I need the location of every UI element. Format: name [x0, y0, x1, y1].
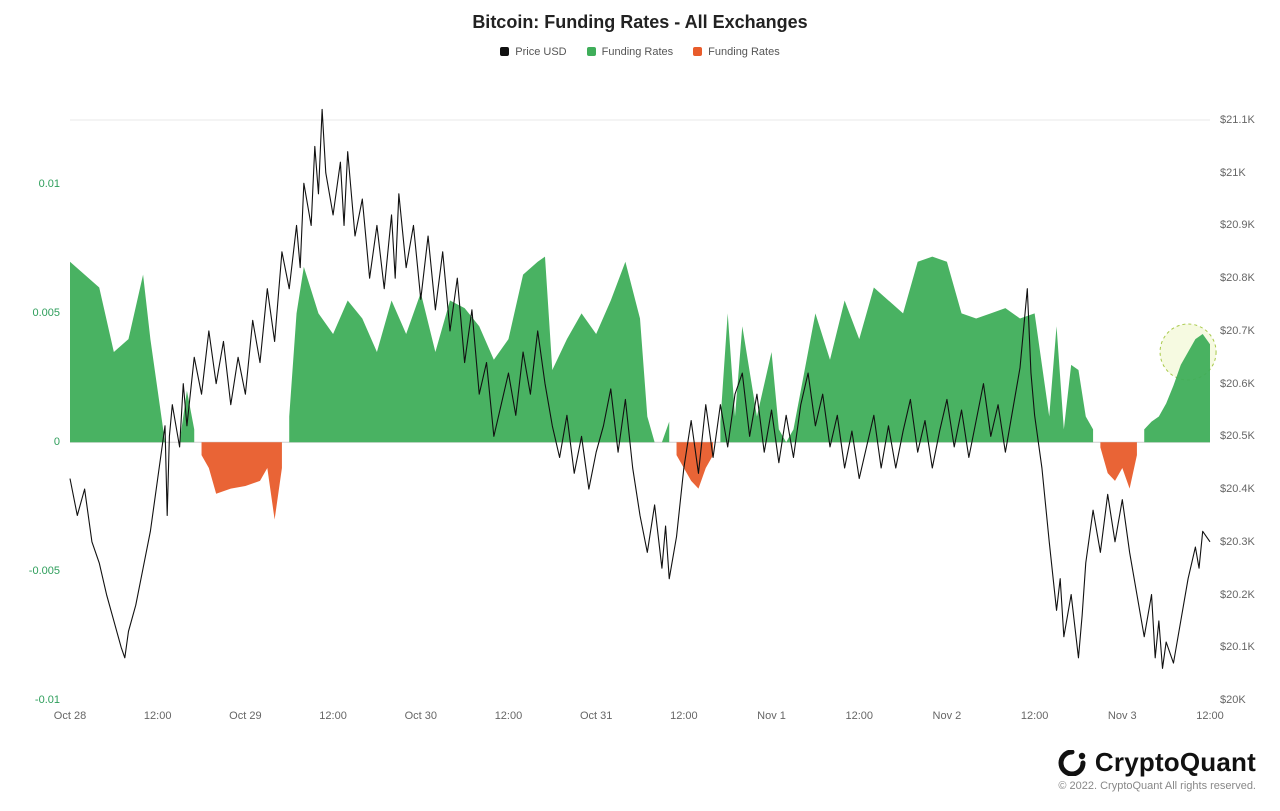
- x-axis-tick-label: Oct 30: [405, 710, 437, 722]
- right-axis-tick-label: $20.9K: [1220, 219, 1255, 231]
- brand-name: CryptoQuant: [1095, 747, 1256, 778]
- chart-svg: [0, 0, 1280, 806]
- x-axis-tick-label: 12:00: [1021, 710, 1049, 722]
- x-axis-tick-label: Oct 28: [54, 710, 86, 722]
- footer: CryptoQuant © 2022. CryptoQuant All righ…: [1057, 747, 1256, 792]
- x-axis-tick-label: Oct 31: [580, 710, 612, 722]
- left-axis-tick-label: -0.005: [10, 565, 60, 577]
- right-axis-tick-label: $20.8K: [1220, 272, 1255, 284]
- left-axis-tick-label: 0.01: [10, 178, 60, 190]
- copyright-text: © 2022. CryptoQuant All rights reserved.: [1057, 780, 1256, 792]
- right-axis-tick-label: $20.2K: [1220, 589, 1255, 601]
- right-axis-tick-label: $20.4K: [1220, 483, 1255, 495]
- brand-logo-icon: [1057, 750, 1087, 776]
- right-axis-tick-label: $21.1K: [1220, 114, 1255, 126]
- right-axis-tick-label: $20.1K: [1220, 641, 1255, 653]
- right-axis-tick-label: $20.7K: [1220, 325, 1255, 337]
- left-axis-tick-label: -0.01: [10, 694, 60, 706]
- left-axis-tick-label: 0: [10, 436, 60, 448]
- x-axis-tick-label: 12:00: [319, 710, 347, 722]
- x-axis-tick-label: Nov 1: [757, 710, 786, 722]
- right-axis-tick-label: $20.3K: [1220, 536, 1255, 548]
- right-axis-tick-label: $21K: [1220, 167, 1246, 179]
- left-axis-tick-label: 0.005: [10, 307, 60, 319]
- x-axis-tick-label: 12:00: [670, 710, 698, 722]
- x-axis-tick-label: 12:00: [144, 710, 172, 722]
- x-axis-tick-label: Oct 29: [229, 710, 261, 722]
- x-axis-tick-label: 12:00: [495, 710, 523, 722]
- x-axis-tick-label: Nov 2: [933, 710, 962, 722]
- brand: CryptoQuant: [1057, 747, 1256, 778]
- right-axis-tick-label: $20K: [1220, 694, 1246, 706]
- right-axis-tick-label: $20.6K: [1220, 378, 1255, 390]
- x-axis-tick-label: 12:00: [1196, 710, 1224, 722]
- x-axis-tick-label: Nov 3: [1108, 710, 1137, 722]
- chart-area: -0.01 -0.005 0 0.005 0.01 $20K $20.1K $20.2K $20…: [0, 0, 1280, 806]
- x-axis-tick-label: 12:00: [845, 710, 873, 722]
- right-axis-tick-label: $20.5K: [1220, 430, 1255, 442]
